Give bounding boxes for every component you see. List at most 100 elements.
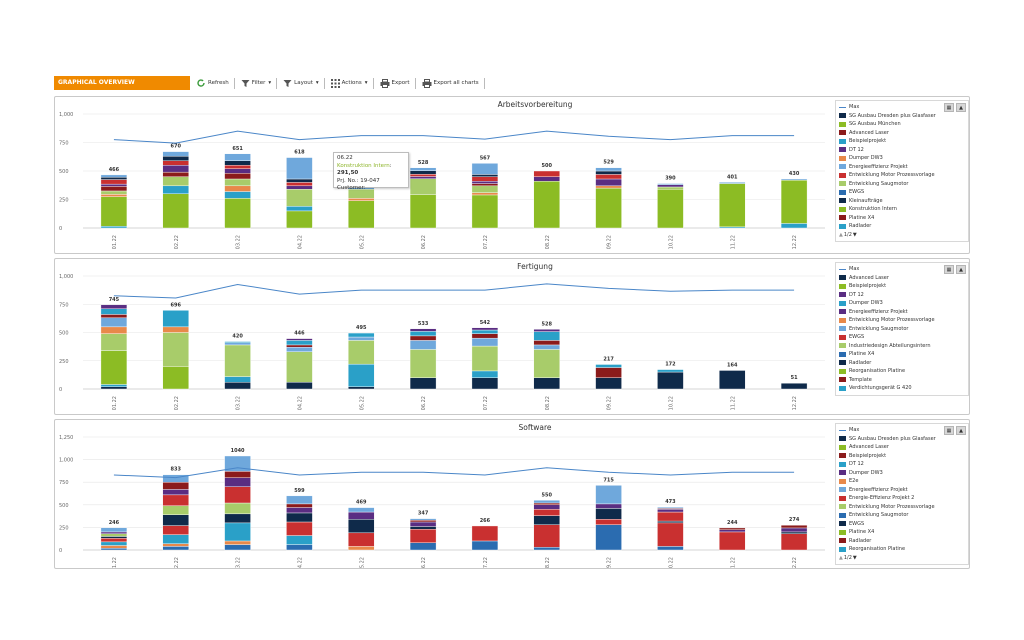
legend-swatch <box>839 461 846 467</box>
x-tick-label: 07.22 <box>483 235 489 249</box>
bar-segment <box>471 183 499 187</box>
legend-item[interactable]: Max <box>839 265 965 274</box>
legend-item[interactable]: Radlader <box>839 222 965 231</box>
legend-item[interactable]: Template <box>839 376 965 385</box>
legend-item[interactable]: Konstruktion Intern <box>839 205 965 214</box>
legend-item[interactable]: Beispielprojekt <box>839 137 965 146</box>
legend-pager[interactable]: ▲ 1/2 ▼ <box>839 554 965 562</box>
bar-segment <box>162 332 189 367</box>
legend-item[interactable]: Dumper DW3 <box>839 299 965 308</box>
export-button[interactable]: Export <box>378 76 412 90</box>
legend-item[interactable]: Advanced Laser <box>839 129 965 138</box>
filter-button[interactable]: Filter ▾ <box>239 76 273 90</box>
bar-segment <box>348 532 375 547</box>
legend-item[interactable]: Energieeffizienz Projekt <box>839 486 965 495</box>
legend-item[interactable]: Energie-Effizienz Projekt 2 <box>839 494 965 503</box>
bar-segment <box>595 367 622 378</box>
arrow-up-icon[interactable]: ▲ <box>839 554 843 561</box>
arrow-up-icon[interactable]: ▲ <box>839 231 843 238</box>
legend-item[interactable]: Entwicklung Saugmotor <box>839 325 965 334</box>
legend-label: Radlader <box>849 537 872 544</box>
bar-segment <box>100 384 128 387</box>
data-label: 651 <box>232 146 243 152</box>
data-label: 430 <box>789 171 800 177</box>
legend-item[interactable]: Max <box>839 426 965 435</box>
legend-item[interactable]: Beispielprojekt <box>839 452 965 461</box>
legend-item[interactable]: SG Ausbau München <box>839 120 965 129</box>
bar-segment <box>348 507 375 513</box>
bar-segment <box>286 189 313 207</box>
legend-item[interactable]: Max <box>839 103 965 112</box>
refresh-button[interactable]: Refresh <box>194 76 231 90</box>
bar-segment <box>780 525 808 529</box>
bar-segment <box>533 176 560 182</box>
download-icon[interactable]: ▲ <box>956 265 966 274</box>
legend-item[interactable]: Reorganisation Platine <box>839 367 965 376</box>
legend-item[interactable]: Entwicklung Motor Prozessvorlage <box>839 171 965 180</box>
legend-item[interactable]: SG Ausbau Dresden plus Glasfaser <box>839 435 965 444</box>
bar-segment <box>471 337 499 347</box>
legend-item[interactable]: Dumper DW3 <box>839 469 965 478</box>
legend-item[interactable]: Verdichtungsgerät G 420 <box>839 384 965 393</box>
legend-item[interactable]: Platine X4 <box>839 350 965 359</box>
maximize-icon[interactable]: ▦ <box>944 426 954 435</box>
legend-item[interactable]: Entwicklung Motor Prozessvorlage <box>839 503 965 512</box>
legend-item[interactable]: Dumper DW3 <box>839 154 965 163</box>
legend-pager[interactable]: ▲ 1/2 ▼ <box>839 231 965 239</box>
separator <box>276 77 278 89</box>
legend-item[interactable]: Radlader <box>839 359 965 368</box>
legend-item[interactable]: Advanced Laser <box>839 274 965 283</box>
legend-label: Max <box>849 266 860 273</box>
legend-item[interactable]: Platine X4 <box>839 214 965 223</box>
legend-item[interactable]: SG Ausbau Dresden plus Glasfaser <box>839 112 965 121</box>
legend-item[interactable]: DT 12 <box>839 291 965 300</box>
x-tick-label: 04.22 <box>297 235 303 249</box>
legend-item[interactable]: Industriedesign Abteilungsintern <box>839 342 965 351</box>
legend-item[interactable]: Energieeffizienz Projekt <box>839 163 965 172</box>
arrow-down-icon[interactable]: ▼ <box>852 231 857 238</box>
legend-item[interactable]: EWGS <box>839 188 965 197</box>
bar-segment <box>471 163 499 175</box>
legend-swatch <box>839 223 846 229</box>
actions-button[interactable]: Actions ▾ <box>329 76 370 90</box>
x-tick-label: 12.22 <box>792 235 798 249</box>
legend-item[interactable]: Radlader <box>839 537 965 546</box>
bar-segment <box>348 336 375 341</box>
bar-segment <box>100 308 128 315</box>
arrow-down-icon[interactable]: ▼ <box>852 554 857 561</box>
legend-item[interactable]: Energieeffizienz Projekt <box>839 308 965 317</box>
bar-segment <box>533 377 560 390</box>
x-tick-label: 05.22 <box>359 396 365 410</box>
maximize-icon[interactable]: ▦ <box>944 265 954 274</box>
legend-item[interactable]: E2e <box>839 477 965 486</box>
separator <box>323 77 325 89</box>
legend-item[interactable]: Beispielprojekt <box>839 282 965 291</box>
legend-swatch <box>839 368 846 374</box>
legend-item[interactable]: Entwicklung Motor Prozessvorlage <box>839 316 965 325</box>
x-tick-label: 08.22 <box>545 557 551 568</box>
data-label: 542 <box>480 320 491 326</box>
bar-segment <box>409 167 437 171</box>
legend-item[interactable]: Entwicklung Saugmotor <box>839 180 965 189</box>
legend-item[interactable]: Entwicklung Saugmotor <box>839 511 965 520</box>
legend-swatch <box>839 326 846 332</box>
legend-item[interactable]: EWGS <box>839 520 965 529</box>
legend-label: Entwicklung Motor Prozessvorlage <box>849 172 935 179</box>
y-tick-label: 1,000 <box>59 112 73 118</box>
chart-panel-fertigung: Fertigung 0 250 500 750 1,000 745 01.22 696 02.2… <box>54 258 970 415</box>
legend-item[interactable]: DT 12 <box>839 146 965 155</box>
download-icon[interactable]: ▲ <box>956 426 966 435</box>
legend-item[interactable]: Reorganisation Platine <box>839 545 965 554</box>
legend-item[interactable]: Platine X4 <box>839 528 965 537</box>
legend-item[interactable]: DT 12 <box>839 460 965 469</box>
y-tick-label: 250 <box>59 359 69 365</box>
maximize-icon[interactable]: ▦ <box>944 103 954 112</box>
legend-item[interactable]: EWGS <box>839 333 965 342</box>
layout-button[interactable]: Layout ▾ <box>281 76 320 90</box>
legend-label: Beispielprojekt <box>849 283 887 290</box>
export-all-charts-button[interactable]: Export all charts <box>420 76 481 90</box>
legend-item[interactable]: Kleinaufträge <box>839 197 965 206</box>
bar-segment <box>162 366 189 390</box>
legend-item[interactable]: Advanced Laser <box>839 443 965 452</box>
download-icon[interactable]: ▲ <box>956 103 966 112</box>
